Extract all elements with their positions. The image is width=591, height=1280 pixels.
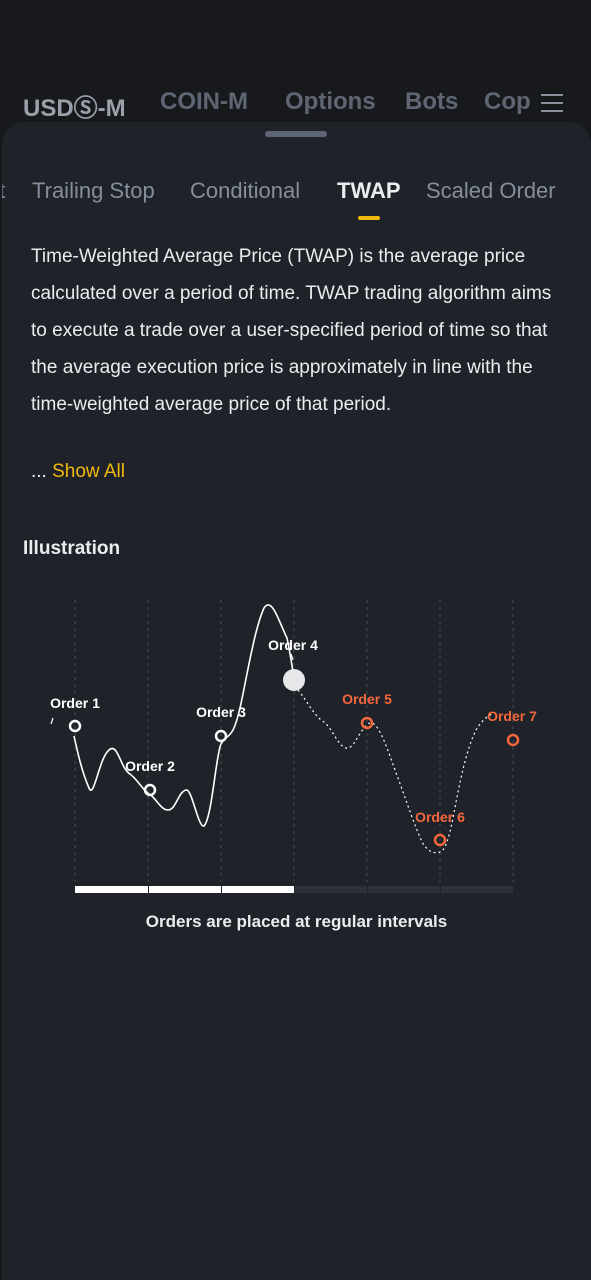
tab-options[interactable]: Options	[285, 88, 376, 115]
tab-usds-m[interactable]: USDⓈ-M	[23, 95, 126, 122]
price-path-pending	[297, 689, 493, 854]
tab-trailing-stop[interactable]: Trailing Stop	[32, 178, 155, 203]
show-all-link[interactable]: Show All	[52, 461, 125, 482]
tab-conditional[interactable]: Conditional	[190, 178, 301, 203]
twap-description: Time-Weighted Average Price (TWAP) is th…	[31, 246, 552, 415]
order-type-sheet: t Trailing Stop Conditional TWAP Scaled …	[2, 122, 591, 1280]
interval-segment-done	[222, 886, 294, 893]
order-2-marker	[143, 783, 157, 797]
price-path-executed	[73, 604, 295, 827]
order-type-tabs: t Trailing Stop Conditional TWAP Scaled …	[2, 176, 591, 216]
interval-segment-pending	[441, 886, 513, 893]
illustration-caption: Orders are placed at regular intervals	[145, 912, 448, 931]
market-tabs: USDⓈ-M COIN-M Options Bots Cop	[0, 0, 591, 130]
drag-handle[interactable]	[265, 131, 327, 137]
tab-bots[interactable]: Bots	[405, 88, 459, 115]
order-7-marker	[506, 733, 520, 747]
menu-icon[interactable]	[541, 94, 563, 114]
order-1-label: Order 1	[50, 695, 100, 711]
order-6-marker	[433, 833, 447, 847]
order-labels: Order 1 Order 2 Order 3 Order 4 Order 5 …	[50, 637, 537, 825]
tab-previous-partial[interactable]: t	[2, 178, 6, 203]
order-5-marker	[360, 716, 374, 730]
order-2-label: Order 2	[125, 758, 175, 774]
order-3-label: Order 3	[196, 704, 246, 720]
twap-illustration: Order 1 Order 2 Order 3 Order 4 Order 5 …	[50, 600, 537, 893]
order-3-marker	[214, 729, 228, 743]
interval-progress-bar	[75, 886, 513, 893]
order-5-label: Order 5	[342, 691, 392, 707]
tab-scaled-order[interactable]: Scaled Order	[426, 178, 556, 203]
ellipsis: ...	[31, 461, 53, 482]
interval-segment-pending	[368, 886, 440, 893]
interval-segment-pending	[295, 886, 367, 893]
tab-coin-m[interactable]: COIN-M	[160, 88, 248, 115]
order-4-marker	[283, 669, 305, 691]
order-4-label: Order 4	[268, 637, 318, 653]
order-6-label: Order 6	[415, 809, 465, 825]
show-all-row: ... Show All	[31, 461, 125, 483]
order-markers	[68, 669, 520, 847]
label-ticks	[50, 653, 294, 725]
active-tab-indicator	[358, 216, 380, 220]
tab-twap[interactable]: TWAP	[337, 178, 401, 203]
tick	[290, 653, 294, 661]
interval-segment-done	[149, 886, 221, 893]
interval-segment-done	[75, 886, 148, 893]
order-7-label: Order 7	[487, 708, 537, 724]
order-1-marker	[68, 719, 82, 733]
illustration-title: Illustration	[23, 538, 121, 559]
tick	[50, 717, 54, 725]
tab-copy[interactable]: Cop	[484, 88, 531, 115]
